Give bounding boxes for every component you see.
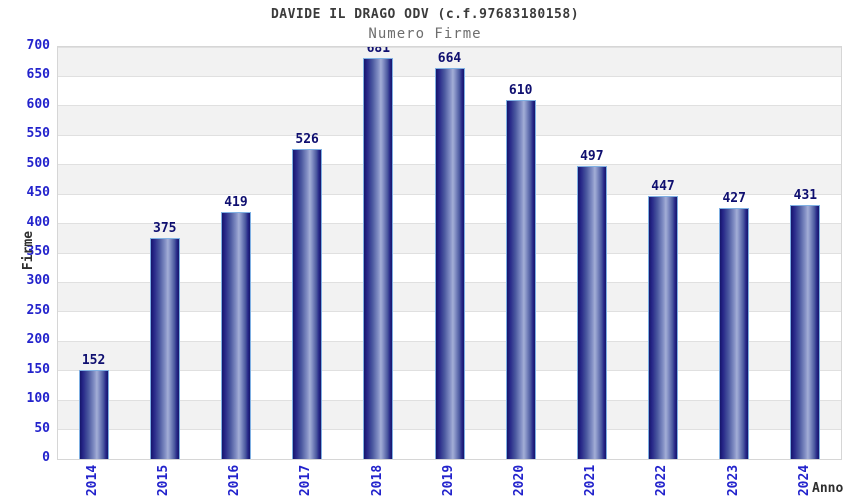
x-tick-label: 2024 [796, 464, 812, 496]
y-tick-label: 650 [26, 67, 50, 83]
bar-value-label: 431 [793, 188, 818, 204]
bar-value-label: 681 [366, 46, 391, 57]
x-tick-label: 2023 [725, 464, 741, 496]
y-tick-label: 250 [26, 302, 50, 318]
bar-value-label: 610 [508, 82, 533, 98]
y-tick-label: 500 [26, 155, 50, 171]
y-axis-label: Firme [21, 230, 37, 270]
x-tick-label: 2018 [369, 464, 385, 496]
bar-value-label: 664 [437, 51, 462, 67]
x-tick-2014: 2014 [73, 460, 113, 500]
x-tick-2020: 2020 [500, 460, 540, 500]
bar-2022 [648, 195, 679, 459]
bar-2018 [363, 58, 394, 459]
bar-value-label: 152 [81, 352, 106, 368]
x-tick-label: 2017 [298, 464, 314, 496]
x-axis-label: Anno [812, 481, 844, 496]
gridline [58, 47, 841, 48]
y-tick-label: 400 [26, 214, 50, 230]
y-tick-label: 100 [26, 391, 50, 407]
x-tick-label: 2021 [583, 464, 599, 496]
y-tick-label: 300 [26, 273, 50, 289]
y-tick-label: 700 [26, 38, 50, 53]
x-tick-2016: 2016 [215, 460, 255, 500]
bar-2024 [790, 205, 821, 459]
x-tick-label: 2020 [512, 464, 528, 496]
bar-value-label: 419 [224, 195, 248, 211]
x-tick-2015: 2015 [144, 460, 184, 500]
y-tick-label: 450 [26, 185, 50, 201]
bar-2019 [434, 68, 465, 459]
bar-value-label: 427 [722, 190, 746, 206]
bar-2021 [576, 166, 607, 459]
bar-value-label: 497 [580, 149, 604, 165]
bar-2017 [292, 149, 323, 459]
x-tick-label: 2022 [654, 464, 670, 496]
bar-value-label: 526 [295, 132, 319, 148]
bar-2023 [719, 207, 750, 459]
y-tick-label: 550 [26, 126, 50, 142]
y-tick-label: 200 [26, 332, 50, 348]
x-tick-2021: 2021 [571, 460, 611, 500]
bar-2016 [220, 212, 251, 459]
x-tick-2017: 2017 [286, 460, 326, 500]
chart-subtitle: Numero Firme [368, 26, 482, 42]
bar-value-label: 447 [651, 178, 675, 194]
bar-2020 [505, 99, 536, 459]
x-tick-label: 2016 [227, 464, 243, 496]
y-tick-label: 600 [26, 96, 50, 112]
y-tick-label: 150 [26, 361, 50, 377]
x-tick-2018: 2018 [357, 460, 397, 500]
plot-area: 152 375 419 526 681 664 610 497 447 427 431 [57, 46, 842, 460]
y-tick-label: 350 [26, 244, 50, 259]
x-tick-2019: 2019 [429, 460, 469, 500]
y-tick-label: 50 [34, 420, 50, 436]
bar-2014 [78, 369, 109, 459]
y-tick-label: 0 [42, 450, 50, 465]
x-tick-label: 2015 [156, 464, 172, 496]
x-tick-label: 2014 [85, 464, 101, 496]
x-tick-label: 2019 [441, 464, 456, 496]
x-tick-2023: 2023 [713, 460, 753, 500]
bar-value-label: 375 [153, 221, 177, 237]
chart-title: DAVIDE IL DRAGO ODV (c.f.97683180158) [270, 7, 580, 22]
x-tick-2022: 2022 [642, 460, 682, 500]
bar-2015 [149, 238, 180, 459]
